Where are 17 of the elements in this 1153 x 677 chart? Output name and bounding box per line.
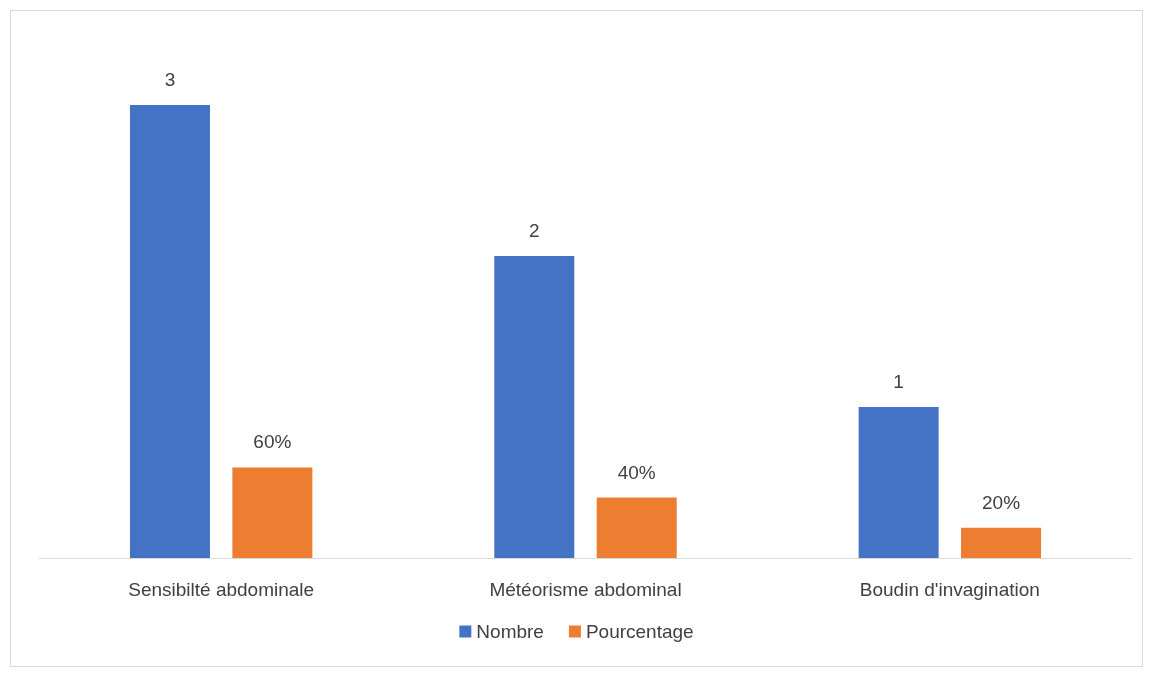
legend-label: Nombre [476, 621, 544, 642]
x-tick-label: Boudin d'invagination [859, 579, 1040, 600]
data-label: 60% [253, 431, 292, 453]
data-label: 3 [164, 69, 176, 90]
data-label: 2 [529, 220, 540, 241]
bar [494, 256, 575, 558]
data-label: 1 [893, 371, 904, 392]
bar [129, 105, 210, 558]
x-tick-label: Sensibilté abdominale [128, 579, 315, 600]
x-tick-label: Météorisme abdominal [489, 579, 682, 600]
data-label: 20% [982, 491, 1021, 513]
bar [961, 527, 1042, 558]
bar [232, 467, 313, 558]
bar [858, 407, 939, 558]
bar [596, 497, 677, 558]
legend-label: Pourcentage [585, 621, 694, 642]
data-label: 40% [617, 461, 656, 483]
